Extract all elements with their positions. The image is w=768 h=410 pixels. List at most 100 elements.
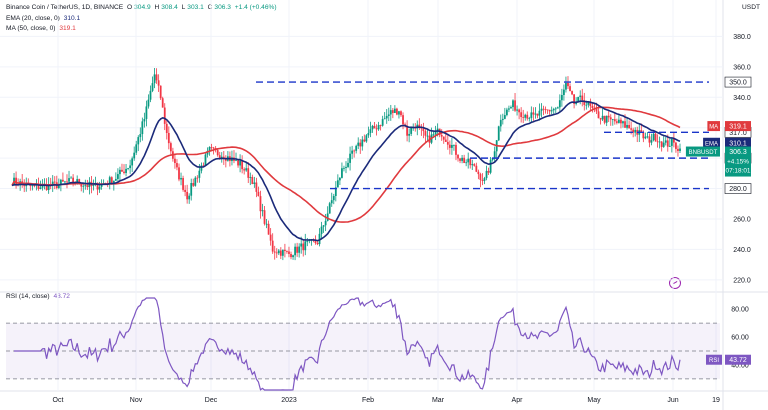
candle-body xyxy=(379,125,382,126)
candle-body xyxy=(622,121,624,124)
candle-body xyxy=(68,178,70,182)
candle-body xyxy=(550,110,553,112)
candle-body xyxy=(135,144,138,153)
candle-body xyxy=(526,114,529,119)
candle-body xyxy=(618,119,620,123)
candle-body xyxy=(485,170,488,179)
candle-body xyxy=(82,185,85,187)
candle-body xyxy=(481,179,484,181)
candle-body xyxy=(204,154,207,166)
candle-body xyxy=(548,109,551,112)
alert-clock-icon[interactable] xyxy=(669,277,681,289)
candle-body xyxy=(516,109,518,111)
ema20-line xyxy=(11,100,681,242)
candle-body xyxy=(469,158,472,166)
candle-body xyxy=(281,249,284,256)
candle-body xyxy=(108,177,111,185)
ema-legend[interactable]: EMA (20, close, 0) 310.1 xyxy=(6,15,81,22)
candle-body xyxy=(302,243,305,251)
price-badge-value: 306.3 xyxy=(729,149,747,156)
candle-body xyxy=(520,112,523,118)
candle-body xyxy=(137,137,140,145)
candle-body xyxy=(263,210,266,224)
candle-body xyxy=(552,108,555,111)
candle-body xyxy=(609,117,612,120)
candle-body xyxy=(353,150,356,152)
candle-body xyxy=(499,120,502,127)
y-tick-label: 220.0 xyxy=(733,277,751,284)
candle-body xyxy=(206,150,209,155)
candle-body xyxy=(332,195,335,201)
candle-body xyxy=(351,150,354,154)
candle-body xyxy=(341,168,343,178)
candle-body xyxy=(497,126,500,141)
candle-body xyxy=(174,158,176,164)
candle-body xyxy=(554,108,557,110)
candle-body xyxy=(385,115,388,119)
candle-body xyxy=(558,100,561,108)
candle-body xyxy=(247,168,250,178)
price-badge-sub: 07:18:01 xyxy=(726,168,751,175)
candle-body xyxy=(133,152,136,159)
candle-body xyxy=(530,112,533,118)
rsi-tick-label: 60.00 xyxy=(731,335,749,342)
candle-body xyxy=(487,170,490,173)
rsi-tick-label: 80.00 xyxy=(731,307,749,314)
candle-body xyxy=(465,162,468,164)
candle-body xyxy=(84,185,87,187)
candle-body xyxy=(241,160,244,170)
candle-body xyxy=(381,119,384,126)
candle-body xyxy=(393,108,396,113)
candle-body xyxy=(595,108,598,112)
candle-body xyxy=(151,83,154,91)
candle-body xyxy=(70,177,72,179)
candle-body xyxy=(477,171,480,175)
y-tick-label: 360.0 xyxy=(733,64,751,71)
candle-body xyxy=(483,178,486,181)
candle-body xyxy=(196,177,199,179)
candle-body xyxy=(400,111,402,116)
candle-body xyxy=(64,181,66,183)
y-tick-label: 340.0 xyxy=(733,95,751,102)
candle-body xyxy=(125,168,127,173)
candle-body xyxy=(675,142,677,149)
candle-body xyxy=(660,141,663,147)
candle-body xyxy=(31,185,34,187)
candle-body xyxy=(153,74,156,84)
candle-body xyxy=(334,187,337,196)
candle-body xyxy=(218,155,221,159)
x-tick-label: May xyxy=(587,397,601,404)
candle-body xyxy=(648,136,651,143)
candle-body xyxy=(296,246,299,253)
candle-body xyxy=(377,125,380,130)
candle-body xyxy=(220,156,223,159)
candle-body xyxy=(626,124,628,128)
chart-header-title: Binance Coin / TetherUS, 1D, BINANCE O 30… xyxy=(6,4,277,11)
candle-body xyxy=(180,178,182,180)
candle-body xyxy=(57,184,60,189)
candle-body xyxy=(145,106,148,119)
candle-body xyxy=(141,121,144,135)
price-badge-box xyxy=(725,137,751,148)
candle-body xyxy=(157,80,160,86)
candle-body xyxy=(587,102,590,105)
candle-body xyxy=(512,100,514,108)
candle-body xyxy=(501,118,504,121)
candle-body xyxy=(267,223,270,235)
candle-body xyxy=(286,250,288,252)
candle-body xyxy=(569,86,571,92)
candle-body xyxy=(147,99,150,107)
candle-body xyxy=(119,169,121,175)
candle-body xyxy=(324,220,327,226)
candle-body xyxy=(314,240,317,244)
ma-legend[interactable]: MA (50, close, 0) 319.1 xyxy=(6,25,76,32)
candle-body xyxy=(611,119,614,120)
price-badge-tag xyxy=(707,121,720,132)
candle-body xyxy=(457,154,459,159)
rsi-legend[interactable]: RSI (14, close) 43.72 xyxy=(6,293,70,300)
candle-body xyxy=(630,128,633,130)
symbol-title: Binance Coin / TetherUS, 1D, BINANCE xyxy=(6,4,124,11)
x-tick-label: Jun xyxy=(667,397,678,404)
candle-body xyxy=(269,234,272,241)
